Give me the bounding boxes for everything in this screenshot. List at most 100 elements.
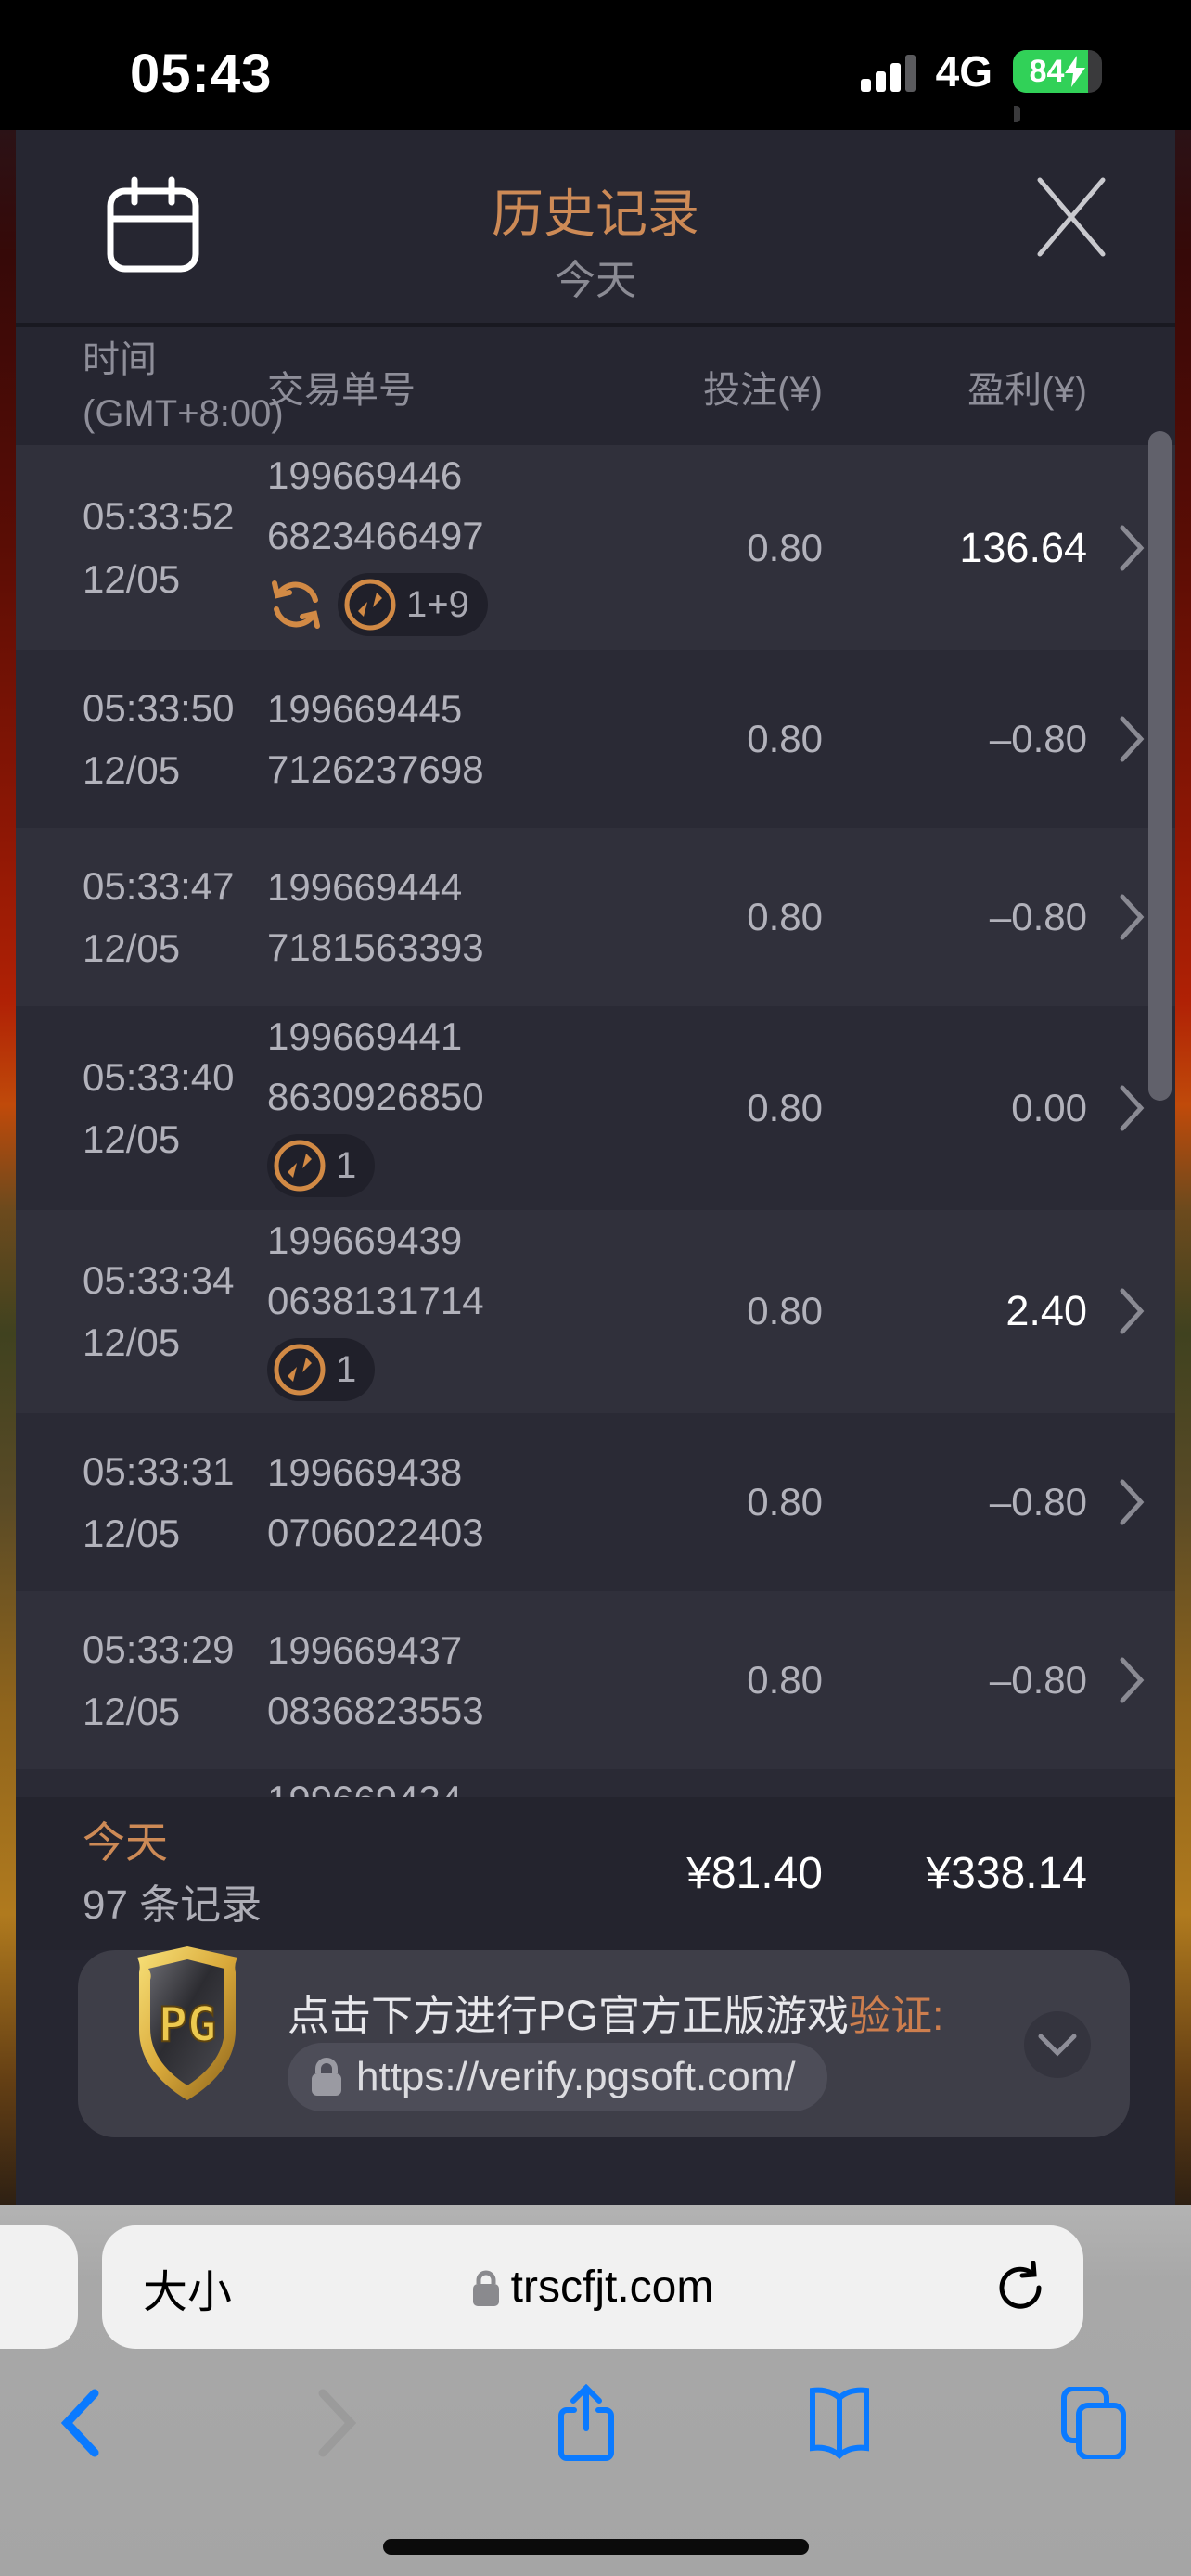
- row-time: 05:33:34 12/05: [83, 1258, 235, 1365]
- verify-url-button[interactable]: https://verify.pgsoft.com/: [288, 2043, 827, 2111]
- row-order-id: 199669437 0836823553: [267, 1627, 484, 1732]
- respin-icon: [272, 580, 320, 630]
- row-chevron[interactable]: [1087, 715, 1175, 763]
- chevron-right-icon: [1120, 525, 1144, 571]
- row-chevron[interactable]: [1087, 524, 1175, 572]
- history-modal: 历史记录 今天 时间 (GMT+8:00) 交易单号 投注(¥) 盈利(¥) 0…: [16, 130, 1175, 2205]
- close-icon[interactable]: [1029, 171, 1114, 263]
- lock-icon: [472, 2270, 499, 2306]
- address-bar[interactable]: 大小 trscfjt.com: [102, 2225, 1083, 2349]
- chevron-right-icon: [1120, 716, 1144, 762]
- row-profit: –0.80: [989, 1657, 1087, 1702]
- row-order-id: 199669445 7126237698: [267, 687, 484, 792]
- feature-count-badge: 1: [267, 1134, 376, 1198]
- header-divider: [16, 323, 1175, 327]
- chevron-right-icon: [1120, 894, 1144, 940]
- row-time: 05:33:40 12/05: [83, 1054, 235, 1161]
- column-order: 交易单号: [267, 369, 416, 411]
- browser-chrome: 大小 trscfjt.com: [0, 2205, 1191, 2576]
- forward-chevron-icon: [318, 2389, 357, 2457]
- status-bar: 05:43 4G 84: [0, 0, 1191, 130]
- feature-count-badge: 1+9: [338, 573, 488, 637]
- text-size-button[interactable]: 大小: [143, 2267, 233, 2317]
- date-filter-label: 今天: [555, 258, 636, 303]
- charging-bolt-icon: [1065, 56, 1086, 87]
- row-chevron[interactable]: [1087, 893, 1175, 941]
- table-row[interactable]: 05:33:52 12/05 199669446 6823466497: [16, 445, 1175, 651]
- table-row[interactable]: 05:33:22 12/05 199669434 1392823297: [16, 1768, 1175, 1797]
- forward-button[interactable]: [287, 2372, 389, 2474]
- row-bet: 0.80: [747, 525, 823, 569]
- row-order-id: 199669438 0706022403: [267, 1449, 484, 1554]
- feature-count-badge: 1: [267, 1337, 376, 1401]
- summary-period-label: 今天: [83, 1818, 168, 1867]
- table-row[interactable]: 05:33:40 12/05 199669441 8630926850: [16, 1006, 1175, 1210]
- column-time: 时间 (GMT+8:00): [83, 338, 284, 434]
- reload-icon: [999, 2260, 1042, 2309]
- table-row[interactable]: 05:33:34 12/05 199669439 0638131714: [16, 1209, 1175, 1413]
- row-order-id: 199669441 8630926850 1: [267, 1006, 656, 1209]
- row-order-id: 199669439 0638131714 1: [267, 1210, 656, 1413]
- scrollbar-thumb[interactable]: [1148, 431, 1172, 1101]
- row-chevron[interactable]: [1087, 1478, 1175, 1526]
- share-button[interactable]: [535, 2372, 637, 2474]
- row-bet: 0.80: [747, 1085, 823, 1129]
- tabs-button[interactable]: [1043, 2372, 1145, 2474]
- row-profit: –0.80: [989, 717, 1087, 761]
- reload-button[interactable]: [996, 2225, 1046, 2349]
- bookmarks-button[interactable]: [788, 2372, 890, 2474]
- table-header: 时间 (GMT+8:00) 交易单号 投注(¥) 盈利(¥): [16, 327, 1175, 445]
- row-profit: 0.00: [1011, 1085, 1087, 1129]
- row-time: 05:33:50 12/05: [83, 686, 235, 793]
- bonus-icon: [344, 579, 396, 631]
- row-time: 05:33:52 12/05: [83, 494, 235, 601]
- bonus-icon: [274, 1140, 326, 1192]
- table-row[interactable]: 05:33:31 12/05 199669438 0706022403: [16, 1412, 1175, 1591]
- row-time: 05:33:29 12/05: [83, 1626, 235, 1733]
- verify-link[interactable]: 验证:: [849, 1992, 944, 2039]
- share-icon: [558, 2384, 614, 2461]
- tabs-icon: [1061, 2387, 1126, 2459]
- back-button[interactable]: [29, 2372, 131, 2474]
- table-row[interactable]: 05:33:47 12/05 199669444 7181563393: [16, 828, 1175, 1007]
- home-indicator[interactable]: [383, 2539, 809, 2555]
- bonus-icon: [274, 1344, 326, 1396]
- column-profit: 盈利(¥): [967, 369, 1087, 411]
- table-row[interactable]: 05:33:50 12/05 199669445 7126237698: [16, 650, 1175, 829]
- row-profit: –0.80: [989, 1479, 1087, 1524]
- network-type-label: 4G: [935, 47, 992, 96]
- calendar-icon[interactable]: [99, 171, 207, 278]
- chevron-right-icon: [1120, 1657, 1144, 1703]
- column-bet: 投注(¥): [703, 369, 823, 411]
- cellular-signal-icon: [860, 51, 916, 92]
- pg-shield-text: PG: [159, 1997, 217, 2053]
- row-chevron[interactable]: [1087, 1084, 1175, 1132]
- row-profit: 136.64: [959, 523, 1087, 571]
- total-profit: ¥338.14: [926, 1849, 1087, 1898]
- battery-icon: 84: [1013, 50, 1102, 93]
- row-bet: 0.80: [747, 717, 823, 761]
- browser-toolbar: [0, 2372, 1191, 2483]
- table-row[interactable]: 05:33:29 12/05 199669437 0836823553: [16, 1590, 1175, 1769]
- pg-verify-banner: PG 点击下方进行PG官方正版游戏验证: https://verify.pgso…: [78, 1946, 1130, 2137]
- row-chevron[interactable]: [1087, 1656, 1175, 1704]
- page-title: 历史记录: [492, 185, 699, 243]
- clock: 05:43: [130, 44, 273, 104]
- row-bet: 0.80: [747, 1657, 823, 1702]
- row-profit: 2.40: [1005, 1287, 1087, 1335]
- row-profit: –0.80: [989, 895, 1087, 939]
- verify-notice: 点击下方进行PG官方正版游戏验证:: [288, 1992, 944, 2039]
- row-time: 05:33:31 12/05: [83, 1448, 235, 1555]
- chevron-right-icon: [1120, 1479, 1144, 1525]
- row-chevron[interactable]: [1087, 1287, 1175, 1335]
- book-icon: [810, 2387, 869, 2459]
- back-chevron-icon: [60, 2389, 99, 2457]
- row-bet: 0.80: [747, 1289, 823, 1333]
- collapse-banner-button[interactable]: [1024, 2011, 1091, 2078]
- row-order-id: 199669444 7181563393: [267, 865, 484, 970]
- chevron-down-icon: [1038, 2034, 1077, 2057]
- adjacent-tab-peek[interactable]: [0, 2225, 78, 2349]
- row-order-id: 199669446 6823466497 1+9: [267, 445, 656, 650]
- site-domain: trscfjt.com: [510, 2263, 714, 2312]
- row-time: 05:33:47 12/05: [83, 864, 235, 971]
